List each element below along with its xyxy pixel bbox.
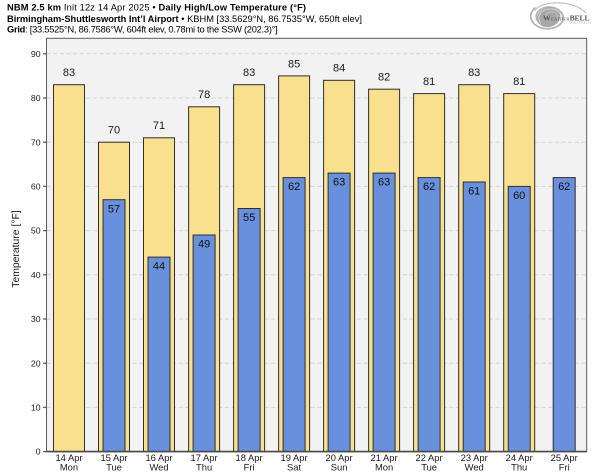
svg-text:Sat: Sat (287, 462, 301, 473)
svg-text:70: 70 (31, 137, 41, 147)
svg-text:50: 50 (31, 226, 41, 236)
svg-text:NBM 2.5 km Init 12z 14 Apr 202: NBM 2.5 km Init 12z 14 Apr 2025 • Daily … (7, 3, 306, 13)
svg-text:82: 82 (378, 72, 390, 84)
svg-text:60: 60 (31, 182, 41, 192)
svg-text:Birmingham-Shuttlesworth Int’l: Birmingham-Shuttlesworth Int’l Airport •… (7, 14, 362, 24)
svg-text:Temperature [°F]: Temperature [°F] (11, 210, 22, 288)
svg-text:62: 62 (558, 181, 570, 193)
svg-text:ANALYTICS LLC: ANALYTICS LLC (569, 21, 592, 24)
svg-text:Thu: Thu (511, 462, 527, 473)
svg-text:19 Apr: 19 Apr (281, 452, 308, 463)
svg-text:81: 81 (513, 76, 525, 88)
svg-text:84: 84 (333, 63, 345, 75)
svg-text:22 Apr: 22 Apr (416, 452, 443, 463)
svg-text:60: 60 (513, 190, 525, 202)
svg-text:20 Apr: 20 Apr (326, 452, 353, 463)
svg-text:83: 83 (468, 67, 480, 79)
svg-text:30: 30 (31, 314, 41, 324)
svg-text:Tue: Tue (421, 462, 437, 473)
svg-text:57: 57 (108, 203, 120, 215)
svg-text:WEATHERBELL: WEATHERBELL (543, 14, 589, 23)
svg-text:62: 62 (423, 181, 435, 193)
svg-text:Sun: Sun (331, 462, 348, 473)
svg-text:80: 80 (31, 93, 41, 103)
svg-text:70: 70 (108, 125, 120, 137)
svg-text:83: 83 (63, 67, 75, 79)
svg-text:10: 10 (31, 403, 41, 413)
svg-text:85: 85 (288, 58, 300, 70)
svg-text:17 Apr: 17 Apr (191, 452, 218, 463)
svg-text:71: 71 (153, 120, 165, 132)
svg-text:63: 63 (333, 177, 345, 189)
svg-text:23 Apr: 23 Apr (461, 452, 488, 463)
svg-text:55: 55 (243, 212, 255, 224)
svg-text:49: 49 (198, 239, 210, 251)
svg-text:20: 20 (31, 358, 41, 368)
svg-text:Fri: Fri (559, 462, 570, 473)
svg-text:Wed: Wed (465, 462, 484, 473)
svg-text:Thu: Thu (196, 462, 212, 473)
svg-text:Tue: Tue (106, 462, 122, 473)
svg-text:15 Apr: 15 Apr (100, 452, 127, 463)
svg-text:24 Apr: 24 Apr (506, 452, 533, 463)
svg-text:83: 83 (243, 67, 255, 79)
svg-text:62: 62 (288, 181, 300, 193)
svg-text:0: 0 (36, 447, 41, 457)
svg-text:18 Apr: 18 Apr (236, 452, 263, 463)
svg-text:25 Apr: 25 Apr (551, 452, 578, 463)
svg-text:90: 90 (31, 49, 41, 59)
svg-text:Wed: Wed (149, 462, 168, 473)
svg-text:44: 44 (153, 261, 165, 273)
svg-text:63: 63 (378, 177, 390, 189)
svg-text:81: 81 (423, 76, 435, 88)
svg-text:Fri: Fri (244, 462, 255, 473)
svg-text:Grid: [33.5525°N, 86.7586°W, 6: Grid: [33.5525°N, 86.7586°W, 604ft elev,… (7, 25, 277, 35)
svg-text:40: 40 (31, 270, 41, 280)
svg-text:Mon: Mon (60, 462, 78, 473)
svg-text:61: 61 (468, 186, 480, 198)
svg-text:14 Apr: 14 Apr (55, 452, 82, 463)
svg-text:16 Apr: 16 Apr (145, 452, 172, 463)
svg-text:Mon: Mon (375, 462, 393, 473)
svg-text:21 Apr: 21 Apr (371, 452, 398, 463)
svg-text:78: 78 (198, 89, 210, 101)
